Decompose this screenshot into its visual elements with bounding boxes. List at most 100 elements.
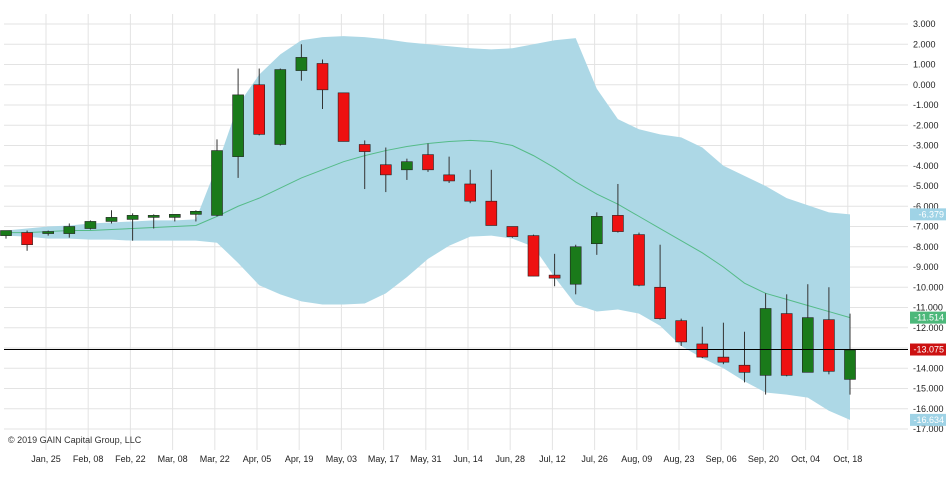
- candle: [126, 213, 139, 241]
- candle: [274, 68, 287, 146]
- candle-body-down: [717, 356, 730, 363]
- y-tick-label: -7.000: [913, 222, 939, 232]
- copyright-text: © 2019 GAIN Capital Group, LLC: [8, 435, 142, 445]
- candle: [169, 214, 181, 222]
- candles: [0, 44, 856, 395]
- candle-body-down: [612, 215, 624, 232]
- candle: [337, 92, 350, 142]
- candle: [780, 294, 793, 377]
- candle-body-down: [337, 92, 350, 142]
- value-badges: -6.379 -11.514 -13.075 -16.634: [910, 208, 946, 426]
- candle-body-down: [379, 164, 392, 176]
- candle: [147, 214, 160, 229]
- y-tick-label: 3.000: [913, 19, 936, 29]
- candle: [801, 284, 814, 373]
- candle: [506, 226, 519, 238]
- candle-body-down: [316, 63, 329, 91]
- y-tick-label: 1.000: [913, 60, 936, 70]
- candle: [844, 313, 856, 395]
- candle-body-down: [780, 313, 793, 376]
- y-tick-label: -6.000: [913, 201, 939, 211]
- x-tick-label: Mar, 22: [200, 454, 230, 464]
- y-tick-label: -15.000: [913, 384, 944, 394]
- candle: [253, 68, 265, 136]
- y-tick-label: 2.000: [913, 39, 936, 49]
- candle: [42, 230, 55, 236]
- candle: [295, 44, 308, 81]
- x-tick-label: Feb, 22: [115, 454, 146, 464]
- candle: [633, 232, 645, 287]
- x-tick-label: Sep, 20: [748, 454, 779, 464]
- y-tick-label: -16.000: [913, 404, 944, 414]
- candle-body-up: [232, 94, 244, 157]
- y-tick-label: -8.000: [913, 242, 939, 252]
- candle: [358, 140, 371, 190]
- lower-band-badge: -16.634: [910, 413, 946, 426]
- candle: [443, 156, 455, 183]
- x-tick-label: Apr, 19: [285, 454, 314, 464]
- y-tick-label: -3.000: [913, 141, 939, 151]
- candle: [0, 230, 12, 239]
- y-tick-label: -17.000: [913, 424, 944, 434]
- middle-band-badge-bg: [910, 311, 946, 324]
- candle-body-up: [126, 215, 139, 220]
- candle-body-up: [569, 246, 582, 285]
- x-axis: Jan, 25 Feb, 08 Feb, 22 Mar, 08 Mar, 22 Apr, …: [31, 454, 862, 464]
- x-tick-label: May, 31: [410, 454, 441, 464]
- candle: [63, 223, 76, 238]
- y-tick-label: -4.000: [913, 161, 939, 171]
- x-tick-label: Aug, 23: [663, 454, 694, 464]
- candle-body-up: [401, 161, 413, 171]
- candle: [190, 210, 202, 222]
- lower-band-badge-text: -16.634: [913, 415, 944, 425]
- candle-body-up: [801, 317, 814, 373]
- candle: [422, 143, 434, 172]
- candle: [527, 234, 540, 277]
- candle: [464, 169, 477, 204]
- candle-body-down: [654, 286, 666, 319]
- candle-body-down: [485, 200, 498, 226]
- lower-band-badge-bg: [910, 413, 946, 426]
- candle-body-down: [738, 364, 751, 373]
- x-tick-label: Sep, 06: [706, 454, 737, 464]
- candle: [211, 139, 223, 217]
- candle-body-up: [295, 57, 308, 71]
- candle: [316, 59, 329, 110]
- y-tick-label: 0.000: [913, 80, 936, 90]
- candle: [379, 147, 392, 193]
- candle: [569, 244, 582, 295]
- x-tick-label: Jan, 25: [31, 454, 61, 464]
- candle-body-down: [443, 174, 455, 182]
- candle-body-down: [464, 183, 477, 202]
- candle: [21, 230, 33, 251]
- candle-body-down: [21, 232, 33, 246]
- candle: [738, 331, 751, 383]
- x-tick-label: Jul, 12: [539, 454, 566, 464]
- candle-body-down: [253, 84, 265, 135]
- candle-body-up: [0, 230, 12, 236]
- candle-body-up: [42, 231, 55, 234]
- candle: [84, 220, 97, 230]
- candle: [696, 326, 709, 359]
- x-tick-label: Jul, 26: [581, 454, 608, 464]
- x-tick-label: Oct, 18: [833, 454, 862, 464]
- candle-body-up: [190, 211, 202, 215]
- y-tick-label: -10.000: [913, 282, 944, 292]
- x-tick-label: Apr, 05: [243, 454, 272, 464]
- candle: [401, 158, 413, 180]
- y-tick-label: -9.000: [913, 262, 939, 272]
- middle-band-badge: -11.514: [910, 311, 946, 324]
- candle-body-up: [147, 215, 160, 218]
- y-tick-label: -5.000: [913, 181, 939, 191]
- candle: [612, 183, 624, 233]
- candle: [485, 169, 498, 226]
- candle-body-down: [696, 343, 709, 358]
- x-tick-label: Jun, 14: [453, 454, 483, 464]
- x-tick-label: Feb, 08: [73, 454, 104, 464]
- candle-body-up: [759, 308, 772, 376]
- candle: [717, 322, 730, 365]
- upper-band-badge-bg: [910, 208, 946, 221]
- x-tick-label: Mar, 08: [158, 454, 188, 464]
- candle: [759, 293, 772, 395]
- current-price-badge: -13.075: [910, 343, 946, 356]
